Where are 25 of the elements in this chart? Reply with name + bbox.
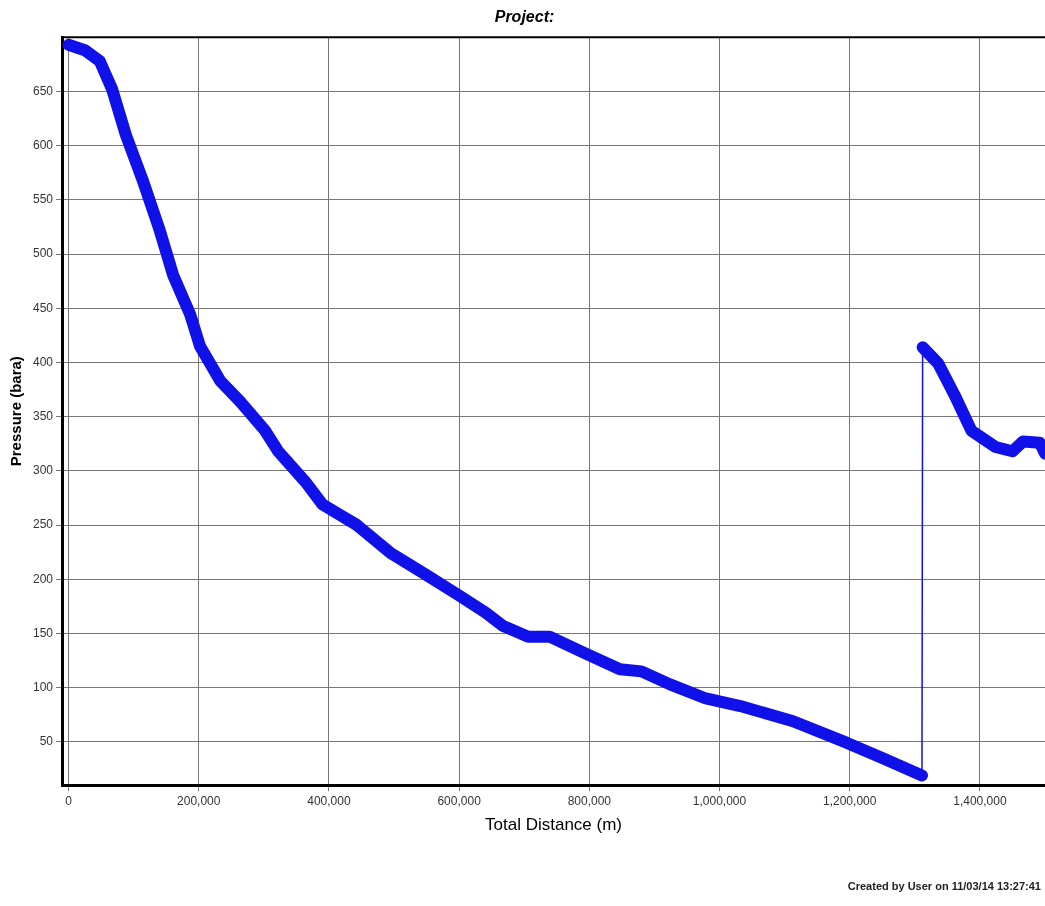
y-tick-label: 600 — [32, 137, 54, 152]
y-tick-label: 100 — [32, 679, 54, 694]
text: Created by User on 11/03/14 13:27:41 — [847, 880, 1041, 892]
x-tick-label: 1,400,000 — [953, 793, 1007, 808]
y-axis-title: Pressure (bara) — [7, 356, 25, 467]
y-tick-label: 300 — [32, 463, 54, 478]
y-tick-label: 650 — [32, 83, 54, 98]
y-tick-label: 50 — [39, 734, 54, 749]
x-tick-label: 0 — [65, 793, 73, 808]
x-tick-label: 600,000 — [437, 793, 482, 808]
x-tick-label: 800,000 — [567, 793, 612, 808]
y-tick-label: 150 — [32, 625, 54, 640]
y-tick-label: 550 — [32, 192, 54, 207]
x-tick-label: 200,000 — [177, 793, 221, 808]
y-tick-label: 250 — [32, 517, 54, 532]
x-tick-label: 1,000,000 — [692, 793, 747, 808]
y-tick-label: 350 — [32, 408, 54, 423]
y-tick-label: 400 — [32, 354, 54, 369]
x-axis-title: Total Distance (m) — [485, 815, 622, 835]
x-tick-label: 400,000 — [307, 793, 351, 808]
y-tick-label: 450 — [32, 300, 54, 315]
chart-title: Project: — [494, 8, 555, 26]
y-tick-label: 200 — [32, 571, 54, 586]
y-tick-label: 500 — [32, 246, 54, 261]
x-tick-label: 1,200,000 — [823, 793, 877, 808]
